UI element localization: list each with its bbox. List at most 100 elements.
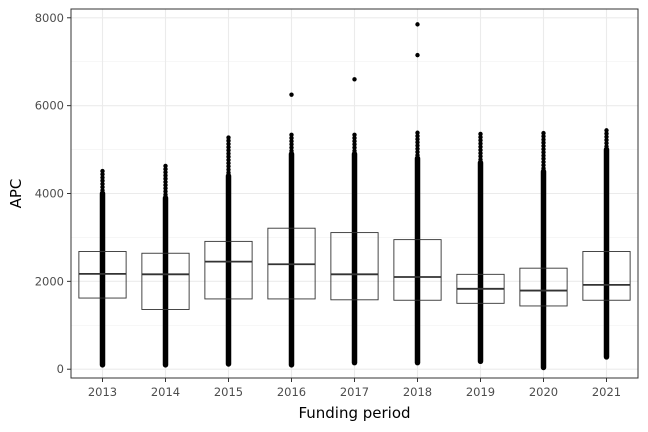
data-point: [226, 144, 231, 150]
data-point: [289, 135, 294, 141]
data-point: [478, 134, 483, 140]
data-point: [163, 189, 168, 194]
data-point: [415, 140, 420, 145]
data-point: [541, 146, 546, 152]
box-iqr: [519, 267, 568, 307]
data-point: [226, 138, 231, 143]
box-iqr: [204, 240, 253, 300]
data-point: [289, 148, 294, 153]
data-point: [100, 175, 105, 180]
data-point: [604, 134, 609, 139]
y-tick-label: 6000: [35, 99, 64, 113]
data-point: [352, 145, 357, 150]
y-tick-label: 2000: [35, 274, 64, 288]
data-point: [604, 144, 609, 149]
data-point: [604, 131, 609, 136]
data-points: [99, 22, 610, 371]
data-point: [478, 147, 483, 153]
x-tick-label: 2017: [340, 385, 369, 399]
data-point: [352, 151, 357, 157]
box-iqr: [141, 252, 190, 310]
data-point: [478, 150, 483, 156]
box-iqr: [330, 232, 379, 301]
x-tick-label: 2019: [466, 385, 495, 399]
data-point: [163, 179, 168, 185]
y-tick-label: 8000: [35, 11, 64, 25]
data-point: [541, 153, 546, 158]
data-point: [100, 178, 105, 183]
data-point: [604, 140, 609, 146]
data-point: [226, 141, 231, 147]
data-point: [289, 142, 294, 147]
data-point: [478, 141, 483, 146]
data-point: [163, 195, 168, 201]
data-point: [541, 134, 546, 139]
data-point: [100, 168, 105, 174]
y-axis: 0 2000 4000 6000 8000: [35, 11, 71, 376]
data-point: [100, 191, 105, 196]
box-iqr: [393, 239, 442, 301]
data-point: [226, 148, 231, 153]
data-point: [100, 188, 105, 193]
y-tick-label: 0: [57, 362, 64, 376]
data-point: [415, 152, 420, 158]
y-axis-title: APC: [7, 179, 25, 209]
data-point: [226, 170, 231, 175]
x-tick-label: 2020: [529, 385, 558, 399]
data-point: [478, 138, 483, 143]
data-point: [289, 145, 294, 150]
x-tick-label: 2016: [277, 385, 306, 399]
x-tick-label: 2021: [592, 385, 621, 399]
data-point: [100, 181, 105, 187]
data-point: [541, 150, 546, 155]
data-point: [541, 137, 546, 142]
data-point: [415, 130, 420, 135]
outlier-point: [415, 22, 420, 27]
x-tick-label: 2013: [88, 385, 117, 399]
data-point: [604, 128, 609, 133]
data-point: [226, 135, 231, 140]
y-tick-label: 4000: [35, 187, 64, 201]
data-point: [352, 135, 357, 141]
x-tick-label: 2018: [403, 385, 432, 399]
data-point: [226, 154, 231, 159]
data-point: [541, 166, 546, 171]
data-point: [478, 144, 483, 149]
data-point: [541, 140, 546, 145]
x-axis: 2013 2014 2015 2016 2017 2018 2019 2020 2021: [88, 378, 621, 399]
data-point: [415, 143, 420, 148]
data-point: [604, 147, 609, 152]
data-point: [604, 137, 609, 143]
data-point: [226, 173, 231, 179]
data-point: [226, 164, 231, 169]
data-point: [352, 142, 357, 147]
data-point: [415, 136, 420, 142]
data-point: [100, 172, 105, 177]
data-point: [226, 160, 231, 166]
data-point: [289, 151, 294, 157]
box-iqr: [582, 251, 631, 301]
data-point: [226, 151, 231, 156]
outlier-point: [352, 77, 357, 82]
data-point: [541, 156, 546, 161]
data-point: [415, 149, 420, 155]
data-point: [478, 131, 483, 137]
data-point: [478, 160, 483, 165]
data-point: [541, 159, 546, 165]
data-point: [100, 184, 105, 190]
boxes: [78, 227, 631, 310]
data-point: [541, 169, 546, 174]
data-point: [226, 157, 231, 163]
data-point: [163, 186, 168, 191]
data-point: [478, 157, 483, 162]
data-point: [163, 176, 168, 181]
data-point: [163, 163, 168, 169]
data-point: [415, 133, 420, 139]
outlier-point: [415, 52, 420, 58]
data-point: [541, 130, 546, 136]
data-point: [415, 146, 420, 151]
data-point: [478, 154, 483, 159]
data-point: [541, 162, 546, 168]
x-axis-title: Funding period: [298, 404, 410, 422]
data-point: [352, 148, 357, 153]
